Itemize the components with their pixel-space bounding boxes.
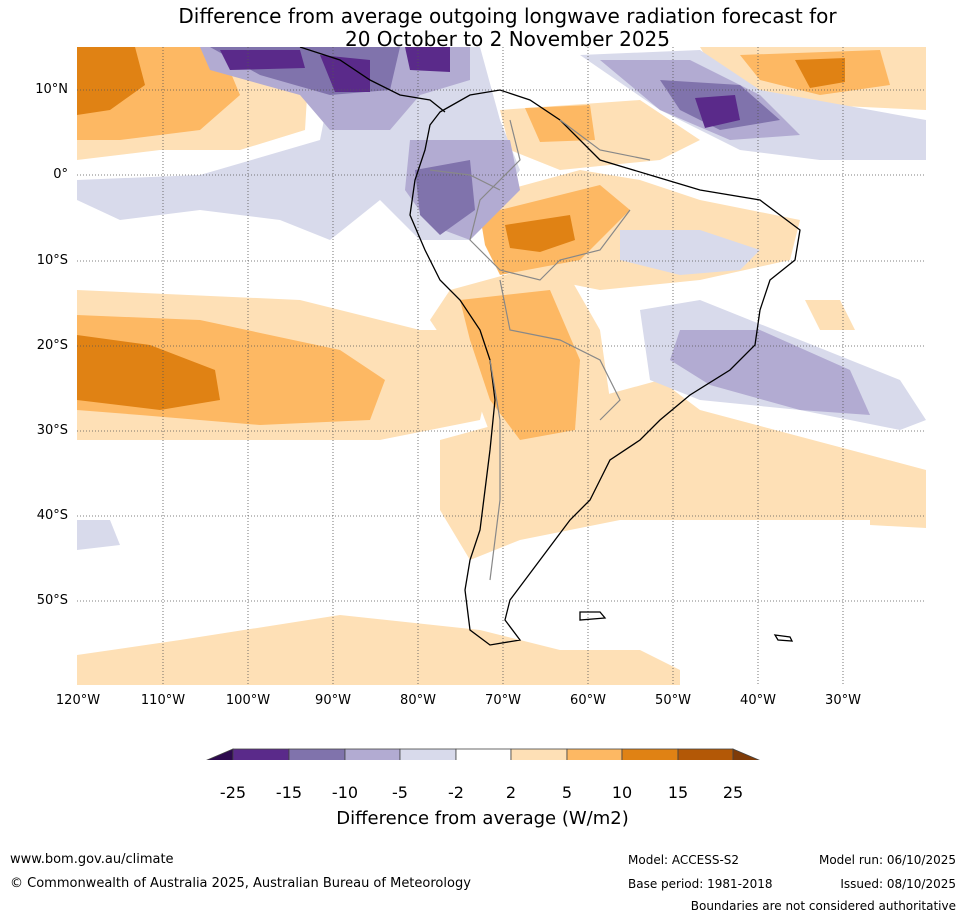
lat-label: 50°S [36,593,68,608]
anomaly-region-positive [77,47,145,115]
lon-label: 60°W [570,693,606,708]
website-link[interactable]: www.bom.gov.au/climate [10,852,174,867]
lon-label: 100°W [225,693,271,708]
colorbar [206,748,760,760]
colorbar-tick-label: -2 [448,783,464,802]
colorbar-tick-label: -15 [275,783,303,802]
colorbar-tick-label: 2 [505,783,517,802]
anomaly-field [77,47,926,685]
anomaly-region-positive [870,490,926,528]
graticule [77,47,926,685]
disclaimer-text: Boundaries are not considered authoritat… [690,899,956,913]
colorbar-tick-label: 10 [611,783,633,802]
anomaly-region-negative [620,230,760,275]
anomaly-region-positive [77,335,220,410]
colorbar-tick-label: 5 [561,783,573,802]
anomaly-region-positive [460,290,580,440]
colorbar-segment [677,748,734,760]
model-run-text: Model run: 06/10/2025 [818,853,956,867]
anomaly-region-negative [320,55,370,92]
lat-label: 20°S [36,338,68,353]
anomaly-region-negative [695,95,740,128]
anomaly-region-negative [415,160,475,235]
lat-label: 10°S [36,253,68,268]
lon-label: 30°W [825,693,861,708]
lat-label: 30°S [36,423,68,438]
colorbar-segment [621,748,679,760]
anomaly-region-positive [795,58,845,88]
colorbar-segment [206,748,234,760]
issued-text: Issued: 08/10/2025 [840,877,956,891]
anomaly-region-negative [670,330,870,415]
map-title-line1: Difference from average outgoing longwav… [178,4,837,28]
copyright-text: © Commonwealth of Australia 2025, Austra… [10,876,471,891]
lon-label: 110°W [140,693,186,708]
anomaly-region-negative [405,47,450,72]
lat-label: 10°N [35,82,68,97]
lon-label: 50°W [655,693,691,708]
lon-label: 40°W [740,693,776,708]
colorbar-tick-label: -5 [392,783,408,802]
map-canvas [77,47,926,760]
anomaly-region-positive [805,300,855,330]
model-text: Model: ACCESS-S2 [628,853,740,867]
colorbar-segment [566,748,623,760]
base-period-text: Base period: 1981-2018 [628,877,773,891]
colorbar-tick-label: -10 [331,783,359,802]
colorbar-segment [344,748,401,760]
colorbar-tick-label: -25 [219,783,247,802]
colorbar-segment [732,748,760,760]
colorbar-tick-label: 15 [667,783,689,802]
lon-label: 120°W [55,693,101,708]
anomaly-region-positive [505,215,575,252]
anomaly-region-positive [77,615,680,685]
coastline [299,47,801,646]
anomaly-region-negative [220,50,305,70]
country-borders [429,119,651,581]
lat-label: 0° [53,167,68,182]
colorbar-segment [399,748,457,760]
colorbar-tick-label: 25 [722,783,744,802]
lon-label: 70°W [485,693,521,708]
colorbar-title: Difference from average (W/m2) [336,808,629,829]
lon-label: 80°W [400,693,436,708]
colorbar-segment [288,748,346,760]
lon-label: 90°W [315,693,351,708]
anomaly-region-negative [77,520,120,550]
colorbar-segment [232,748,290,760]
colorbar-segment [455,748,512,760]
lat-label: 40°S [36,508,68,523]
colorbar-segment [510,748,568,760]
